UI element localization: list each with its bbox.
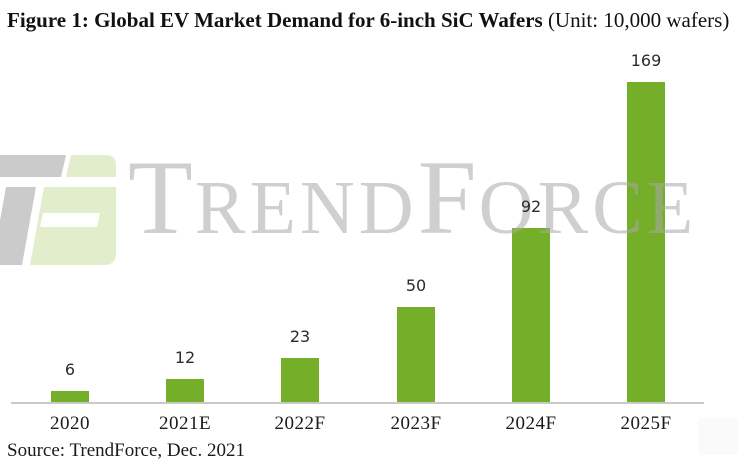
figure-title: Figure 1: Global EV Market Demand for 6-…: [7, 7, 751, 33]
bar-value-label-2020: 6: [64, 360, 76, 379]
watermark-corner: [698, 418, 738, 455]
x-axis-label-2022F: 2022F: [274, 413, 326, 434]
figure-title-unit: (Unit: 10,000 wafers): [542, 8, 730, 32]
bar-value-label-2022F: 23: [289, 327, 311, 346]
x-axis-label-2025F: 2025F: [620, 413, 672, 434]
x-axis-label-2020: 2020: [50, 413, 90, 434]
bar-2022F: [281, 358, 319, 402]
x-axis-line: [11, 402, 704, 404]
bar-value-label-2023F: 50: [405, 276, 427, 295]
watermark-letter: F: [417, 139, 479, 256]
bar-2024F: [512, 228, 550, 402]
x-axis-label-2024F: 2024F: [505, 413, 557, 434]
bar-value-label-2021E: 12: [174, 348, 196, 367]
bar-value-label-2025F: 169: [630, 51, 662, 70]
watermark-brand-text: T REND F ORCE: [128, 145, 697, 251]
watermark-letter: T: [128, 139, 195, 256]
bar-2020: [51, 391, 89, 402]
bar-2025F: [627, 82, 665, 402]
x-axis-label-2023F: 2023F: [390, 413, 442, 434]
trendforce-logo-icon: [0, 155, 116, 265]
bar-value-label-2024F: 92: [520, 197, 542, 216]
x-axis-label-2021E: 2021E: [158, 413, 212, 434]
source-note: Source: TrendForce, Dec. 2021: [7, 440, 245, 461]
bar-2023F: [397, 307, 435, 402]
bar-2021E: [166, 379, 204, 402]
watermark-letters: REND: [194, 166, 418, 250]
figure-title-main: Figure 1: Global EV Market Demand for 6-…: [7, 8, 543, 32]
